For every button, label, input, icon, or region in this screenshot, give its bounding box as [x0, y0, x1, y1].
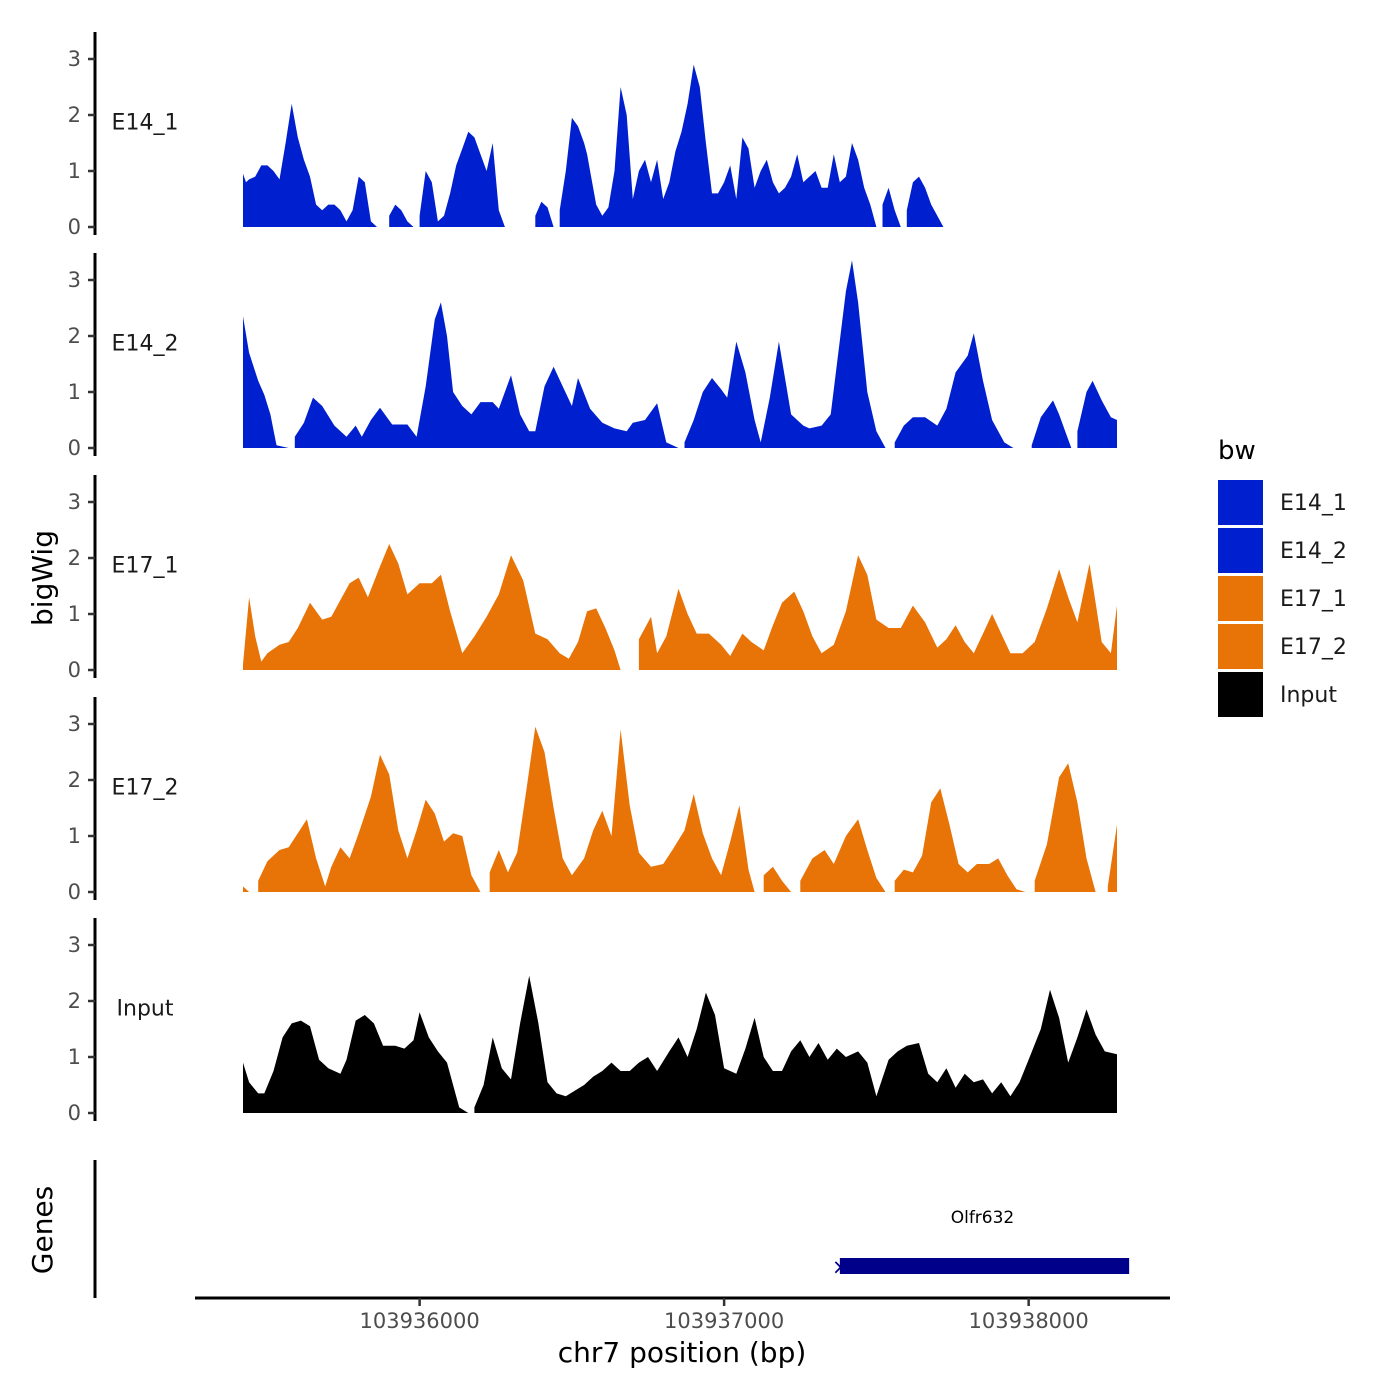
coverage-area-E14_2 [243, 260, 1117, 448]
y-tick-label: 3 [68, 490, 81, 514]
track-E14_1: 0 1 2 3 E14_1 [68, 32, 944, 239]
legend-key-E14_1 [1218, 480, 1263, 525]
legend-title: bw [1218, 436, 1256, 466]
y-tick-label: 0 [68, 215, 81, 239]
y-tick-label: 1 [68, 824, 81, 848]
y-tick-label: 1 [68, 1045, 81, 1069]
coverage-area-E14_1 [243, 64, 944, 227]
genes-axis-title: Genes [26, 1186, 59, 1274]
coverage-area-Input [243, 975, 1117, 1113]
y-tick-label: 1 [68, 380, 81, 404]
coverage-tracks: 0 1 2 3 E14_1 0 1 2 3 E14_2 0 1 2 3 E17_1 0 1 2 3 E17_2 0 1 2 3… [68, 32, 1117, 1125]
y-tick-label: 3 [68, 712, 81, 736]
track-Input: 0 1 2 3 Input [68, 918, 1117, 1125]
gene-track: × Olfr632 [93, 1160, 1130, 1298]
y-tick-label: 2 [68, 546, 81, 570]
legend-key-E17_1 [1218, 576, 1263, 621]
y-tick-label: 0 [68, 1101, 81, 1125]
y-tick-label: 2 [68, 989, 81, 1013]
coverage-area-E17_1 [243, 544, 1117, 670]
gene-Olfr632[interactable]: × Olfr632 [832, 1208, 1130, 1279]
track-E17_2: 0 1 2 3 E17_2 [68, 697, 1117, 904]
legend-label: E17_1 [1280, 587, 1347, 612]
track-label: E14_2 [112, 332, 179, 357]
y-tick-label: 0 [68, 658, 81, 682]
track-label: E14_1 [112, 111, 179, 136]
legend-key-E14_2 [1218, 528, 1263, 573]
x-axis-title: chr7 position (bp) [558, 1336, 807, 1369]
y-tick-label: 0 [68, 436, 81, 460]
gene-label: Olfr632 [951, 1208, 1015, 1228]
x-axis: 103936000 103937000 103938000 [195, 1296, 1170, 1333]
coverage-area-E17_2 [243, 726, 1117, 892]
track-E14_2: 0 1 2 3 E14_2 [68, 253, 1117, 460]
y-tick-label: 1 [68, 602, 81, 626]
legend-label: E14_2 [1280, 539, 1347, 564]
y-tick-label: 1 [68, 159, 81, 183]
y-tick-label: 2 [68, 103, 81, 127]
y-tick-label: 3 [68, 47, 81, 71]
gene-start-marker: × [832, 1255, 850, 1279]
legend-key-E17_2 [1218, 624, 1263, 669]
y-tick-label: 0 [68, 880, 81, 904]
track-label: Input [117, 997, 174, 1022]
track-E17_1: 0 1 2 3 E17_1 [68, 475, 1117, 682]
legend-key-Input [1218, 672, 1263, 717]
y-tick-label: 2 [68, 768, 81, 792]
x-tick-label: 103936000 [359, 1309, 479, 1333]
y-tick-label: 3 [68, 268, 81, 292]
x-tick-label: 103937000 [664, 1309, 784, 1333]
legend-label: E14_1 [1280, 491, 1347, 516]
y-tick-label: 2 [68, 324, 81, 348]
y-tick-label: 3 [68, 933, 81, 957]
track-label: E17_1 [112, 554, 179, 579]
track-label: E17_2 [112, 776, 179, 801]
y-axis-title: bigWig [26, 530, 59, 626]
x-tick-label: 103938000 [969, 1309, 1089, 1333]
gene-body[interactable] [839, 1258, 1130, 1274]
legend-label: E17_2 [1280, 635, 1347, 660]
legend-label: Input [1280, 683, 1337, 708]
legend: bw E14_1 E14_2 E17_1 E17_2 Input [1218, 436, 1347, 717]
